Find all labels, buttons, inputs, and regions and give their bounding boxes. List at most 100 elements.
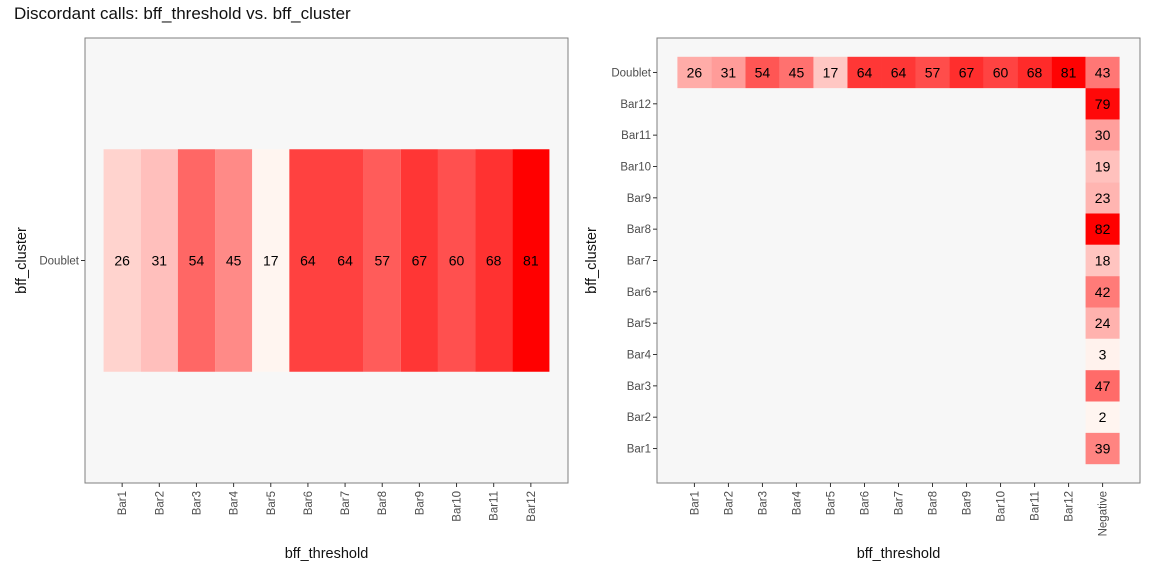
cell-value-label: 45 — [226, 253, 242, 269]
heatmap-cell — [1085, 370, 1120, 402]
cell-value-label: 31 — [721, 64, 737, 80]
heatmap-cell — [711, 56, 746, 89]
cell-value-label: 67 — [412, 253, 428, 269]
heatmap-cell — [437, 149, 476, 372]
x-tick-label: Bar11 — [489, 491, 501, 521]
cell-value-label: 42 — [1095, 284, 1111, 300]
heatmap-cell — [1085, 276, 1120, 308]
cell-value-label: 68 — [1027, 64, 1043, 80]
y-tick-label: Doublet — [39, 256, 79, 268]
cell-value-label: 45 — [789, 64, 805, 80]
cell-value-label: 64 — [300, 253, 316, 269]
panel-background — [657, 38, 1140, 483]
y-tick-label: Bar8 — [627, 224, 651, 236]
x-tick-label: Bar10 — [996, 491, 1008, 522]
x-tick-label: Bar11 — [1030, 491, 1042, 521]
cell-value-label: 67 — [959, 64, 975, 80]
heatmap-cell — [1085, 182, 1120, 214]
heatmap-cell — [475, 149, 513, 372]
x-tick-label: Bar8 — [377, 491, 389, 515]
heatmap-cell — [1085, 401, 1120, 433]
cell-value-label: 79 — [1095, 96, 1111, 112]
heatmap-cell — [949, 56, 984, 89]
heatmap-cell — [1085, 213, 1120, 245]
heatmap-cell — [881, 56, 916, 89]
y-tick-label: Bar1 — [627, 444, 651, 456]
cell-value-label: 57 — [374, 253, 390, 269]
x-tick-label: Bar3 — [191, 491, 203, 515]
cell-value-label: 64 — [857, 64, 873, 80]
cell-value-label: 81 — [1061, 64, 1077, 80]
cell-value-label: 24 — [1095, 315, 1111, 331]
cell-value-label: 47 — [1095, 378, 1111, 394]
x-tick-label: Bar3 — [757, 491, 769, 515]
heatmap-cell — [1085, 150, 1120, 183]
cell-value-label: 64 — [337, 253, 353, 269]
heatmap-cell — [847, 56, 882, 89]
x-axis-title: bff_threshold — [857, 546, 941, 562]
y-tick-label: Bar6 — [627, 287, 651, 299]
x-tick-label: Negative — [1098, 491, 1110, 536]
y-axis-title: bff_cluster — [584, 227, 600, 294]
cell-value-label: 26 — [687, 64, 703, 80]
heatmap-cell — [1085, 119, 1120, 151]
x-tick-label: Bar1 — [689, 491, 701, 515]
heatmap-cell — [1085, 432, 1120, 465]
heatmap-cell — [326, 149, 364, 372]
x-tick-label: Bar9 — [414, 491, 426, 515]
cell-value-label: 60 — [993, 64, 1009, 80]
cell-value-label: 68 — [486, 253, 502, 269]
x-tick-label: Bar10 — [452, 491, 464, 522]
cell-value-label: 43 — [1095, 64, 1111, 80]
heatmap-cell — [140, 149, 178, 372]
heatmap-cell — [915, 56, 950, 89]
y-tick-label: Bar3 — [627, 381, 651, 393]
cell-value-label: 18 — [1095, 253, 1111, 269]
heatmap-cell — [779, 56, 814, 89]
y-tick-label: Bar9 — [627, 193, 651, 205]
heatmap-cell — [400, 149, 438, 372]
x-tick-label: Bar4 — [229, 490, 241, 515]
cell-value-label: 2 — [1099, 409, 1107, 425]
x-tick-label: Bar1 — [117, 491, 129, 515]
cell-value-label: 26 — [114, 253, 130, 269]
cell-value-label: 17 — [263, 253, 279, 269]
x-tick-label: Bar6 — [303, 491, 315, 515]
heatmap-cell — [177, 149, 216, 372]
heatmap-cell — [363, 149, 401, 372]
y-tick-label: Bar12 — [620, 99, 651, 111]
x-tick-label: Bar6 — [859, 491, 871, 515]
cell-value-label: 57 — [925, 64, 941, 80]
x-tick-label: Bar4 — [791, 490, 803, 515]
heatmap-panel-2: 26 31 54 45 17 64 64 57 67 60 68 81 4379301923821842… — [584, 37, 1141, 562]
heatmap-cell — [215, 149, 253, 372]
cell-value-label: 82 — [1095, 221, 1111, 237]
heatmap-cell — [813, 56, 848, 89]
cell-value-label: 60 — [449, 253, 465, 269]
cell-value-label: 30 — [1095, 127, 1111, 143]
x-tick-label: Bar2 — [154, 491, 166, 515]
x-tick-label: Bar5 — [266, 491, 278, 515]
x-tick-label: Bar8 — [928, 491, 940, 515]
x-tick-label: Bar5 — [825, 491, 837, 515]
y-tick-label: Bar11 — [621, 130, 651, 142]
cell-value-label: 19 — [1095, 158, 1111, 174]
heatmap-cell — [289, 149, 327, 372]
cell-value-label: 39 — [1095, 441, 1111, 457]
cell-value-label: 81 — [523, 253, 539, 269]
heatmap-cell — [1051, 56, 1086, 89]
x-tick-label: Bar2 — [723, 491, 735, 515]
y-tick-label: Doublet — [611, 67, 651, 79]
cell-value-label: 31 — [152, 253, 168, 269]
heatmap-cell — [512, 149, 550, 372]
heatmap-cell — [1085, 307, 1120, 339]
cell-value-label: 23 — [1095, 190, 1111, 206]
heatmap-cell — [1085, 244, 1120, 277]
x-tick-label: Bar12 — [1064, 491, 1076, 522]
x-tick-label: Bar9 — [962, 491, 974, 515]
heatmap-cell — [677, 56, 712, 89]
cell-value-label: 17 — [823, 64, 839, 80]
y-tick-label: Bar2 — [627, 412, 651, 424]
cell-value-label: 54 — [755, 64, 771, 80]
